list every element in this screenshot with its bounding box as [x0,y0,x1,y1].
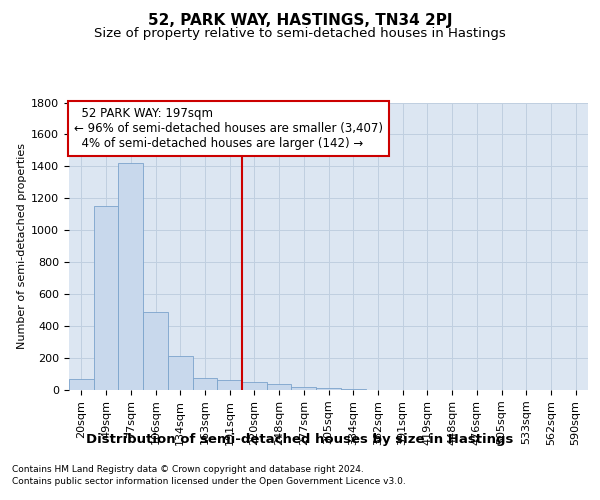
Text: 52, PARK WAY, HASTINGS, TN34 2PJ: 52, PARK WAY, HASTINGS, TN34 2PJ [148,12,452,28]
Bar [94,206,118,390]
Bar [316,388,341,390]
Bar [69,379,94,390]
Bar [118,163,143,390]
Bar [193,378,217,390]
Bar [242,382,267,390]
Bar [267,384,292,390]
Y-axis label: Number of semi-detached properties: Number of semi-detached properties [17,143,27,350]
Text: Distribution of semi-detached houses by size in Hastings: Distribution of semi-detached houses by … [86,432,514,446]
Bar [217,380,242,390]
Text: Size of property relative to semi-detached houses in Hastings: Size of property relative to semi-detach… [94,28,506,40]
Text: Contains HM Land Registry data © Crown copyright and database right 2024.: Contains HM Land Registry data © Crown c… [12,465,364,474]
Bar [143,312,168,390]
Bar [292,387,316,390]
Text: 52 PARK WAY: 197sqm
← 96% of semi-detached houses are smaller (3,407)
  4% of se: 52 PARK WAY: 197sqm ← 96% of semi-detach… [74,107,383,150]
Bar [168,356,193,390]
Text: Contains public sector information licensed under the Open Government Licence v3: Contains public sector information licen… [12,478,406,486]
